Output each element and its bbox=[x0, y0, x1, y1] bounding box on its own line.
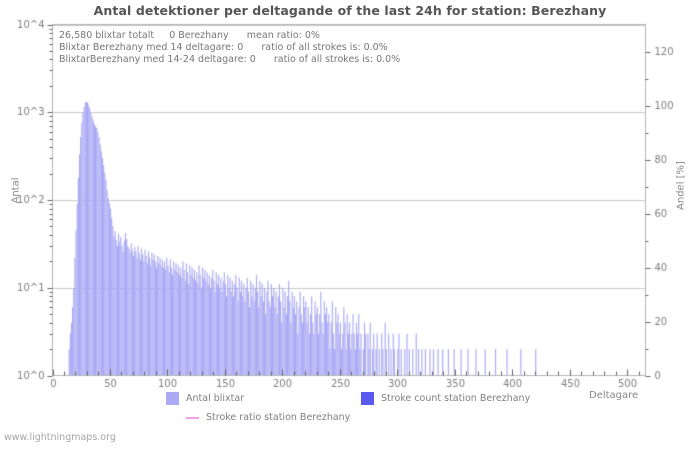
y-axis-left-label: Antal bbox=[10, 177, 22, 204]
legend-item-stroke-ratio[interactable]: Stroke ratio station Berezhany bbox=[186, 411, 350, 424]
watermark-attribution: www.lightningmaps.org bbox=[4, 432, 116, 443]
page-title: Antal detektioner per deltagande of the … bbox=[93, 3, 607, 18]
legend-label-stroke-ratio: Stroke ratio station Berezhany bbox=[206, 412, 351, 423]
x-axis-label: Deltagare bbox=[589, 390, 639, 401]
y-axis-right-label: Andel [%] bbox=[675, 161, 687, 210]
legend-item-antal-blixtar[interactable]: Antal blixtar bbox=[166, 392, 244, 405]
annotation-totals: 26,580 blixtar totalt 0 Berezhany mean r… bbox=[59, 30, 320, 41]
legend-label-antal-blixtar: Antal blixtar bbox=[186, 393, 245, 404]
legend-swatch-stroke-count bbox=[361, 392, 374, 405]
legend-item-stroke-count[interactable]: Stroke count station Berezhany bbox=[361, 392, 530, 405]
annotation-14-24-deltagare: BlixtarBerezhany med 14-24 deltagare: 0 … bbox=[59, 54, 401, 65]
annotation-14-deltagare: Blixtar Berezhany med 14 deltagare: 0 ra… bbox=[59, 42, 388, 53]
legend-label-stroke-count: Stroke count station Berezhany bbox=[381, 393, 531, 404]
legend-swatch-antal-blixtar bbox=[166, 392, 179, 405]
legend-line-stroke-ratio bbox=[186, 411, 199, 424]
